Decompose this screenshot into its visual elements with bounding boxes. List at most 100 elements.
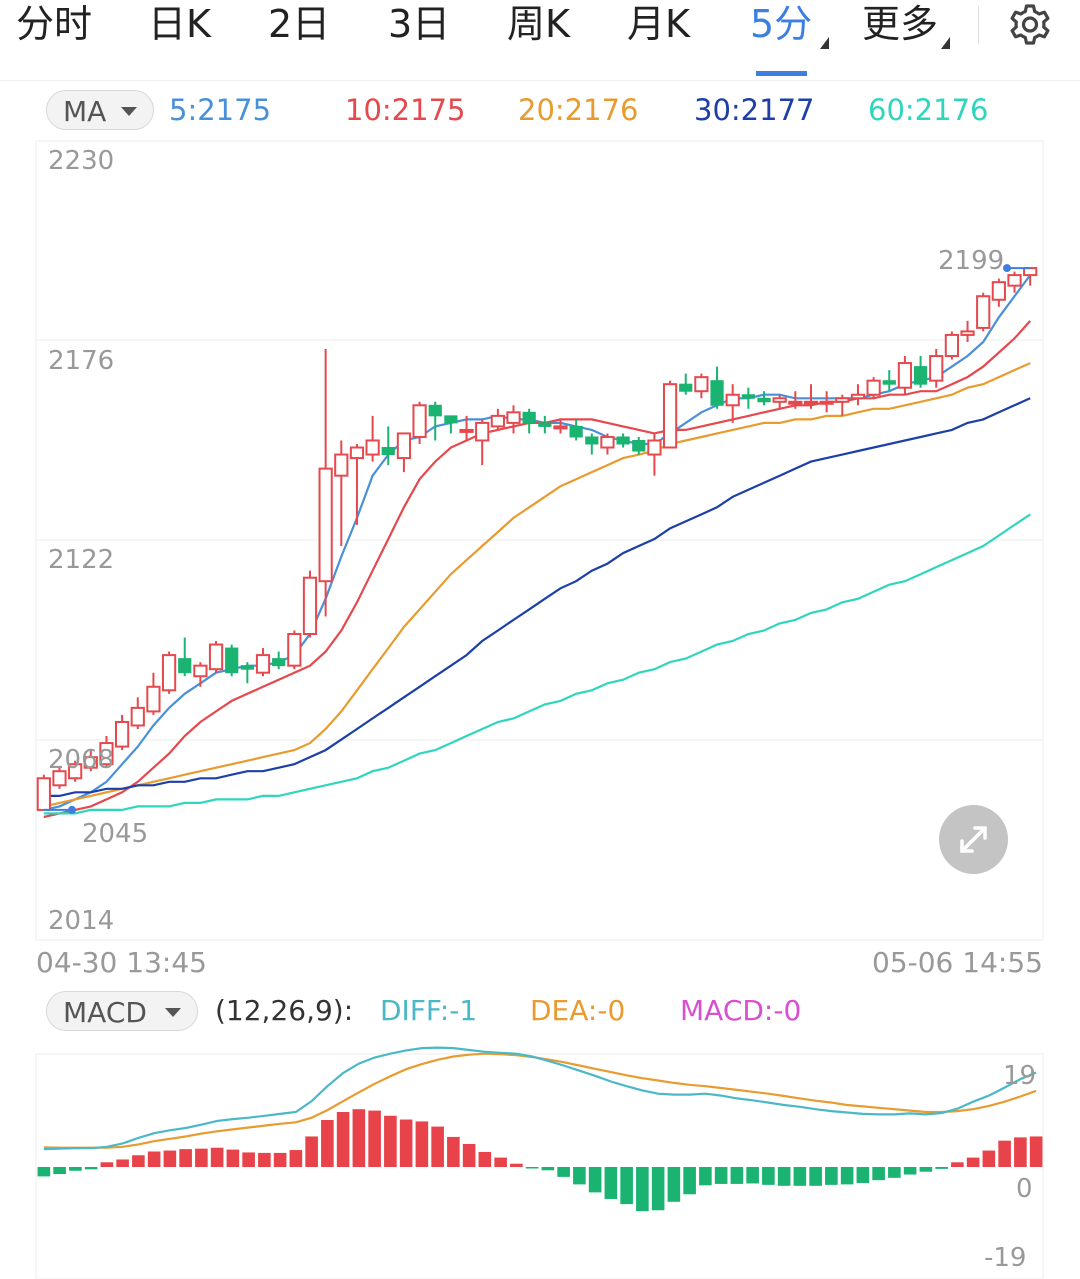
candle-down xyxy=(757,391,771,406)
macd-bar-negative xyxy=(730,1167,744,1184)
candle-up xyxy=(835,394,850,416)
x-end-time-label: 05-06 14:55 xyxy=(872,946,1043,979)
candle-up xyxy=(506,405,521,434)
tab-more-dropdown-icon xyxy=(941,37,950,49)
macd-bar-negative xyxy=(651,1167,665,1211)
candle-up xyxy=(318,349,333,617)
tab-more[interactable]: 更多 xyxy=(862,2,939,46)
candle-up xyxy=(99,736,114,768)
tab-3-day[interactable]: 3日 xyxy=(388,2,451,46)
macd-indicator-selector[interactable]: MACD xyxy=(46,991,198,1031)
tab-5-minute-dropdown-icon xyxy=(820,37,829,49)
gear-icon[interactable] xyxy=(1006,2,1054,54)
macd-bar-negative xyxy=(888,1167,901,1178)
fullscreen-button[interactable] xyxy=(939,805,1008,874)
tab-monthly-k[interactable]: 月K xyxy=(627,2,690,46)
candle-body xyxy=(99,742,114,766)
macd-bar-positive xyxy=(494,1157,507,1167)
macd-bar-positive xyxy=(132,1155,145,1167)
macd-bar-negative xyxy=(37,1167,51,1177)
ma5-line xyxy=(43,274,1032,811)
candle-body xyxy=(334,453,349,477)
macd-bar-negative xyxy=(557,1167,570,1177)
macd-bar-positive xyxy=(179,1149,192,1167)
macd-bar-negative xyxy=(69,1167,82,1171)
candle-up xyxy=(349,444,365,525)
macd-bar-negative xyxy=(683,1167,696,1195)
candle-up xyxy=(803,384,819,409)
candlestick-chart[interactable] xyxy=(0,0,1080,945)
macd-bar-positive xyxy=(273,1152,287,1167)
candle-up xyxy=(365,415,380,462)
candle-up xyxy=(991,278,1006,307)
macd-bar-negative xyxy=(525,1167,539,1169)
candle-body xyxy=(694,376,709,393)
candle-body xyxy=(459,428,474,433)
macd-bar-positive xyxy=(289,1150,303,1167)
candle-body xyxy=(287,633,302,667)
candle-up xyxy=(255,648,271,677)
ma-selector-label: MA xyxy=(63,95,107,128)
candle-body xyxy=(193,664,208,678)
macd-bar-negative xyxy=(872,1167,885,1181)
candle-down xyxy=(616,433,630,448)
macd-bar-negative xyxy=(809,1167,822,1186)
candle-down xyxy=(538,415,552,434)
candle-body xyxy=(428,404,442,417)
candle-body xyxy=(553,425,568,430)
macd-bar-positive xyxy=(1029,1136,1043,1167)
ma20-line xyxy=(43,362,1031,808)
candle-up xyxy=(600,433,615,455)
candle-body xyxy=(850,393,866,400)
macd-bar-negative xyxy=(636,1167,649,1212)
candle-body xyxy=(835,397,850,403)
macd-bar-negative xyxy=(604,1167,618,1199)
candle-body xyxy=(569,425,583,438)
ma20-legend: 20:2176 xyxy=(518,93,639,127)
candle-down xyxy=(741,387,755,409)
tab-daily-k[interactable]: 日K xyxy=(148,2,211,46)
candle-body xyxy=(240,665,254,670)
chevron-down-icon xyxy=(121,107,137,116)
y-tick-label: 2176 xyxy=(48,346,115,376)
candle-up xyxy=(287,630,302,670)
candle-body xyxy=(365,439,380,456)
candle-body xyxy=(68,763,83,780)
candle-down xyxy=(522,408,536,434)
macd-bar-positive xyxy=(399,1119,413,1167)
candle-up xyxy=(647,433,662,476)
chevron-down-icon xyxy=(165,1008,181,1017)
macd-bar-positive xyxy=(982,1150,996,1167)
macd-bar-positive xyxy=(415,1121,429,1167)
candle-body xyxy=(600,435,615,449)
macd-bar-negative xyxy=(746,1167,759,1184)
candle-body xyxy=(616,436,630,445)
candle-up xyxy=(302,570,318,638)
candle-body xyxy=(710,380,724,406)
tab-2-day[interactable]: 2日 xyxy=(268,2,331,46)
tab-5-minute[interactable]: 5分 xyxy=(750,2,813,46)
macd-bar-positive xyxy=(195,1148,208,1167)
candle-body xyxy=(255,654,271,674)
candle-up xyxy=(929,349,944,388)
candle-up xyxy=(976,292,991,332)
candle-body xyxy=(396,432,412,460)
macd-diff-value: DIFF:-1 xyxy=(380,994,478,1027)
tab-weekly-k[interactable]: 周K xyxy=(507,2,570,46)
tab-intraday[interactable]: 分时 xyxy=(16,2,93,46)
high-price-label: 2199 xyxy=(938,246,1005,276)
candle-up xyxy=(396,432,412,473)
macd-bar-positive xyxy=(951,1162,964,1167)
candle-up xyxy=(866,377,881,399)
macd-bar-negative xyxy=(714,1167,728,1184)
y-tick-label: 2230 xyxy=(48,146,115,176)
candle-body xyxy=(522,411,536,424)
candle-body xyxy=(866,379,881,396)
candle-body xyxy=(444,415,458,424)
candle-body xyxy=(741,394,755,399)
macd-bar-negative xyxy=(793,1167,807,1186)
ma-indicator-selector[interactable]: MA xyxy=(46,90,154,130)
macd-value: MACD:-0 xyxy=(680,994,802,1027)
macd-selector-label: MACD xyxy=(63,996,147,1029)
